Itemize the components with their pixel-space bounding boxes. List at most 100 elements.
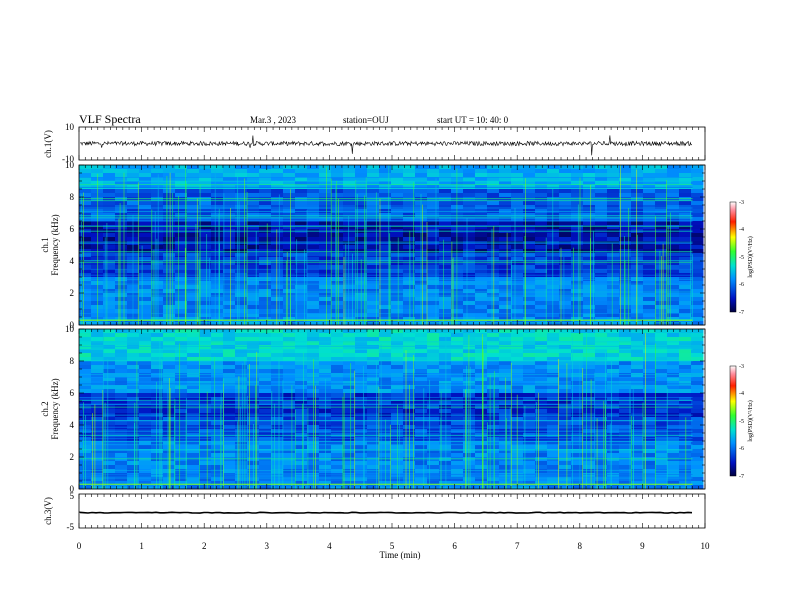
spectrogram-cell [175, 189, 188, 194]
spectrogram-cell [103, 437, 116, 442]
spectrogram-cell [547, 217, 560, 222]
spectrogram-cell [499, 421, 512, 426]
ch1-colorbar-tick-m6: -6 [739, 282, 744, 288]
spectrogram-cell [379, 225, 392, 230]
spectrogram-cell [331, 373, 344, 378]
spectrogram-cell [223, 393, 236, 398]
spectrogram-cell [439, 301, 452, 306]
spectrogram-cell [391, 381, 404, 386]
spectrogram-cell [595, 181, 608, 186]
spectrogram-cell [679, 285, 692, 290]
spectrogram-cell [427, 421, 440, 426]
spectrogram-cell [427, 393, 440, 398]
spectrogram-cell [259, 221, 272, 226]
spectrogram-cell [187, 173, 200, 178]
spectrogram-cell [475, 457, 488, 462]
spectrogram-cell [619, 377, 632, 382]
spectrogram-cell [631, 193, 644, 198]
spectrogram-cell [595, 341, 608, 346]
spectrogram-cell [643, 349, 656, 354]
spectrogram-cell [115, 381, 128, 386]
spectrogram-cell [211, 217, 224, 222]
spectrogram-cell [151, 201, 164, 206]
spectrogram-cell [595, 385, 608, 390]
spectrogram-cell [667, 361, 680, 366]
spectrogram-cell [367, 193, 380, 198]
spectrogram-cell [391, 193, 404, 198]
spectrogram-cell [283, 293, 296, 298]
spectrogram-cell [535, 441, 548, 446]
spectrogram-cell [283, 337, 296, 342]
spectrogram-cell [583, 393, 596, 398]
spectrogram-cell [139, 437, 152, 442]
spectrogram-cell [259, 401, 272, 406]
spectrogram-cell [259, 473, 272, 478]
spectrogram-cell [139, 381, 152, 386]
spectrogram-cell [247, 341, 260, 346]
spectrogram-cell [415, 177, 428, 182]
spectrogram-cell [667, 169, 680, 174]
spectrogram-cell [319, 353, 332, 358]
spectrogram-cell [391, 305, 404, 310]
spectrogram-cell [475, 329, 488, 334]
spectrogram-cell [235, 385, 248, 390]
spectrogram-cell [667, 397, 680, 402]
spectrogram-cell [595, 233, 608, 238]
spectrogram-cell [295, 457, 308, 462]
spectrogram-cell [235, 389, 248, 394]
spectrogram-cell [211, 205, 224, 210]
spectrogram-cell [415, 361, 428, 366]
spectrogram-cell [643, 221, 656, 226]
spectrogram-cell [619, 329, 632, 334]
spectrogram-cell [667, 453, 680, 458]
spectrogram-cell [631, 397, 644, 402]
spectrogram-cell [343, 217, 356, 222]
spectrogram-cell [331, 377, 344, 382]
spectrogram-cell [199, 477, 212, 482]
spectrogram-cell [523, 353, 536, 358]
spectrogram-cell [643, 285, 656, 290]
spectrogram-cell [655, 333, 668, 338]
spectrogram-cell [211, 409, 224, 414]
spectrogram-cell [679, 333, 692, 338]
spectrogram-cell [211, 265, 224, 270]
spectrogram-cell [475, 441, 488, 446]
spectrogram-cell [223, 217, 236, 222]
spectrogram-cell [499, 357, 512, 362]
spectrogram-cell [211, 309, 224, 314]
spectrogram-cell [79, 369, 92, 374]
spectrogram-cell [439, 397, 452, 402]
spectrogram-cell [295, 485, 308, 490]
spectrogram-cell [295, 349, 308, 354]
spectrogram-cell [235, 465, 248, 470]
spectrogram-cell [535, 233, 548, 238]
spectrogram-cell [199, 261, 212, 266]
spectrogram-cell [403, 249, 416, 254]
spectrogram-cell [607, 285, 620, 290]
spectrogram-cell [583, 353, 596, 358]
spectrogram-cell [295, 477, 308, 482]
spectrogram-cell [487, 217, 500, 222]
spectrogram-cell [403, 265, 416, 270]
spectrogram-cell [487, 473, 500, 478]
spectrogram-cell [115, 261, 128, 266]
spectrogram-cell [211, 317, 224, 322]
spectrogram-cell [127, 373, 140, 378]
spectrogram-cell [151, 377, 164, 382]
spectrogram-cell [127, 189, 140, 194]
spectrogram-cell [559, 417, 572, 422]
spectrogram-cell [427, 469, 440, 474]
spectrogram-cell [295, 165, 308, 170]
spectrogram-cell [415, 461, 428, 466]
spectrogram-cell [595, 269, 608, 274]
spectrogram-cell [139, 461, 152, 466]
spectrogram-cell [679, 481, 692, 486]
spectrogram-cell [355, 357, 368, 362]
spectrogram-cell [475, 177, 488, 182]
spectrogram-cell [403, 181, 416, 186]
spectrogram-cell [199, 365, 212, 370]
spectrogram-cell [439, 193, 452, 198]
spectrogram-cell [295, 169, 308, 174]
spectrogram-cell [187, 317, 200, 322]
spectrogram-cell [691, 221, 704, 226]
